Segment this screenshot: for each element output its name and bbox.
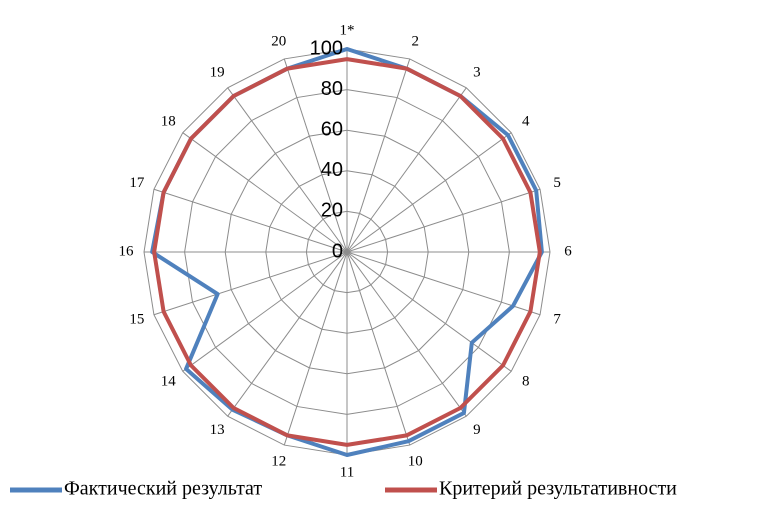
spoke	[283, 58, 348, 253]
r-tick-label: 40	[321, 159, 343, 181]
spoke	[346, 132, 512, 253]
spoke	[227, 87, 348, 253]
category-label: 15	[129, 312, 144, 328]
category-label: 1*	[340, 22, 355, 38]
grid-ring	[224, 129, 470, 375]
spoke	[283, 251, 348, 446]
category-label: 8	[522, 373, 530, 389]
category-label: 6	[564, 243, 572, 259]
grid-ring	[184, 89, 510, 415]
spoke	[346, 58, 411, 253]
r-tick-label: 100	[310, 37, 343, 59]
legend-label: Критерий результативности	[439, 478, 677, 500]
category-label: 19	[210, 65, 225, 81]
category-label: 7	[553, 312, 561, 328]
spoke	[346, 251, 467, 417]
category-label: 13	[210, 422, 225, 438]
spoke	[346, 251, 411, 446]
category-label: 11	[340, 464, 354, 480]
category-label: 16	[119, 243, 135, 259]
spoke	[227, 251, 348, 417]
spoke	[153, 188, 348, 253]
category-label: 17	[129, 175, 145, 191]
category-label: 14	[161, 373, 177, 389]
spoke	[346, 87, 467, 253]
category-label: 3	[473, 65, 481, 81]
category-label: 18	[161, 114, 176, 130]
spoke	[346, 251, 541, 316]
spoke	[346, 251, 512, 372]
spoke	[346, 188, 541, 253]
r-tick-label: 80	[321, 78, 343, 100]
grid-ring	[305, 210, 389, 294]
category-label: 10	[408, 454, 423, 470]
category-label: 5	[553, 175, 561, 191]
grid-ring	[265, 170, 429, 334]
category-label: 12	[271, 454, 286, 470]
r-tick-label: 60	[321, 118, 343, 140]
spoke	[153, 251, 348, 316]
spoke	[182, 251, 348, 372]
category-label: 20	[271, 33, 286, 49]
series-line	[152, 57, 542, 447]
legend-label: Фактический результат	[64, 478, 262, 500]
spoke	[182, 132, 348, 253]
category-label: 2	[412, 33, 420, 49]
category-label: 9	[473, 422, 481, 438]
r-tick-label: 20	[321, 200, 343, 222]
category-label: 4	[522, 114, 530, 130]
r-tick-label: 0	[332, 240, 343, 262]
